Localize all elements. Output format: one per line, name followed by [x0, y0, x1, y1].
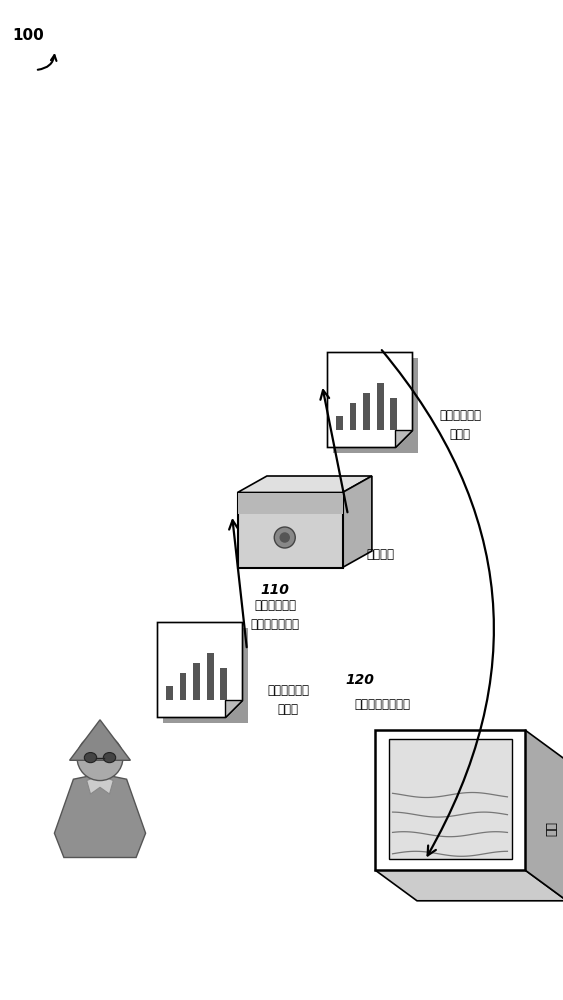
Text: 在沙筱中打开文件: 在沙筱中打开文件 [354, 698, 410, 712]
Polygon shape [55, 774, 146, 857]
Polygon shape [525, 730, 563, 901]
Bar [388, 739, 512, 859]
Polygon shape [238, 476, 372, 492]
Bar [375, 730, 525, 870]
Polygon shape [333, 358, 418, 452]
Ellipse shape [104, 753, 115, 763]
Bar [220, 668, 227, 700]
Bar [238, 492, 342, 514]
Text: 120: 120 [346, 673, 374, 687]
Ellipse shape [84, 753, 97, 763]
Polygon shape [328, 353, 413, 448]
Bar [238, 492, 342, 568]
Bar [350, 403, 356, 430]
Bar [390, 398, 397, 430]
Text: 100: 100 [12, 27, 44, 42]
Text: 具有恶意对象
的文件: 具有恶意对象 的文件 [439, 409, 481, 441]
Text: 安全平台: 安全平台 [366, 548, 394, 562]
Bar [363, 393, 370, 430]
Polygon shape [163, 628, 248, 722]
Text: 110: 110 [261, 583, 289, 597]
Polygon shape [375, 870, 563, 901]
Polygon shape [87, 775, 113, 794]
Polygon shape [395, 430, 413, 448]
Polygon shape [158, 622, 243, 718]
Text: 沙筱: 沙筱 [543, 822, 556, 838]
Circle shape [279, 532, 290, 543]
Bar [207, 653, 213, 700]
Bar [180, 673, 186, 700]
Text: 具有恶意对象
的文件: 具有恶意对象 的文件 [267, 684, 309, 716]
Circle shape [274, 527, 295, 548]
Bar [377, 383, 383, 430]
Polygon shape [70, 720, 131, 760]
Bar [166, 686, 173, 700]
Polygon shape [342, 476, 372, 568]
Bar [336, 416, 343, 430]
Circle shape [77, 735, 123, 781]
Polygon shape [226, 700, 243, 718]
Text: 接收具有感意
有效载荷的文件: 接收具有感意 有效载荷的文件 [251, 599, 300, 631]
Bar [193, 663, 200, 700]
